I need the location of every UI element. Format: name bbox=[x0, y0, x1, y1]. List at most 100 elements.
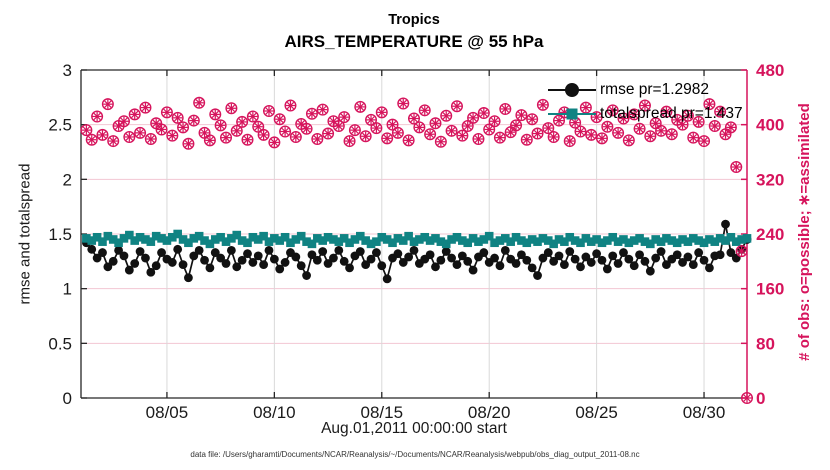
rmse-marker bbox=[608, 251, 618, 261]
rmse-marker bbox=[549, 256, 559, 266]
obs-assimilated-marker bbox=[603, 123, 612, 131]
obs-possible-marker bbox=[450, 100, 463, 113]
obs-assimilated-marker bbox=[410, 114, 418, 123]
totalspread-marker bbox=[232, 230, 242, 240]
rmse-marker bbox=[302, 271, 311, 280]
obs-assimilated-marker bbox=[179, 123, 187, 132]
obs-possible-marker bbox=[134, 126, 147, 139]
right-axis-label: # of obs: o=possible; ∗=assimilated bbox=[796, 103, 813, 361]
obs-assimilated-marker bbox=[286, 101, 295, 110]
rmse-marker bbox=[592, 249, 602, 259]
obs-possible-marker bbox=[225, 102, 238, 115]
rmse-marker bbox=[425, 250, 435, 260]
totalspread-marker bbox=[157, 234, 166, 243]
obs-possible-marker bbox=[434, 135, 447, 148]
totalspread-marker bbox=[495, 236, 505, 245]
obs-assimilated-marker bbox=[249, 112, 257, 121]
obs-possible-marker bbox=[279, 125, 292, 138]
rmse-marker bbox=[334, 246, 344, 255]
obs-assimilated-marker bbox=[668, 130, 676, 138]
x-tick-label: 08/20 bbox=[468, 403, 511, 422]
rmse-marker bbox=[678, 258, 687, 267]
totalspread-marker bbox=[538, 234, 548, 243]
obs-assimilated-marker bbox=[576, 127, 585, 136]
totalspread-marker bbox=[372, 237, 381, 246]
rmse-marker bbox=[586, 258, 596, 267]
obs-assimilated-marker bbox=[313, 135, 321, 143]
obs-assimilated-marker bbox=[243, 136, 252, 144]
rmse-marker bbox=[366, 254, 376, 264]
chart-title: Tropics bbox=[388, 12, 440, 28]
obs-assimilated-marker bbox=[415, 123, 424, 132]
totalspread-marker bbox=[420, 232, 430, 242]
obs-possible-marker bbox=[590, 111, 603, 124]
totalspread-marker bbox=[715, 234, 725, 243]
totalspread-marker bbox=[404, 231, 413, 241]
obs-assimilated-marker bbox=[206, 136, 214, 145]
y-tick-label-right: 0 bbox=[756, 389, 765, 408]
y-tick-label-right: 320 bbox=[756, 170, 784, 189]
rmse-marker bbox=[173, 244, 183, 254]
obs-possible-marker bbox=[418, 104, 431, 117]
obs-assimilated-marker bbox=[174, 114, 182, 122]
rmse-marker bbox=[441, 247, 451, 256]
y-tick-label-left: 0 bbox=[63, 389, 72, 408]
totalspread-marker bbox=[570, 236, 580, 245]
rmse-marker bbox=[398, 258, 408, 267]
obs-possible-marker bbox=[510, 119, 523, 132]
totalspread-marker bbox=[667, 236, 677, 245]
totalspread-marker bbox=[125, 230, 134, 240]
obs-assimilated-marker bbox=[216, 121, 225, 130]
totalspread-marker bbox=[151, 231, 161, 241]
totalspread-marker bbox=[425, 236, 435, 245]
data-file-caption: data file: /Users/gharamti/Documents/NCA… bbox=[190, 450, 640, 459]
rmse-marker bbox=[538, 253, 548, 263]
rmse-marker bbox=[683, 252, 693, 262]
obs-possible-marker bbox=[515, 109, 528, 122]
rmse-marker bbox=[210, 248, 220, 257]
obs-possible-marker bbox=[107, 135, 120, 148]
totalspread-marker bbox=[613, 237, 623, 246]
obs-assimilated-marker bbox=[184, 140, 193, 148]
x-tick-label: 08/05 bbox=[146, 403, 189, 422]
obs-assimilated-marker bbox=[302, 125, 311, 133]
obs-possible-marker bbox=[359, 130, 372, 143]
obs-possible-marker bbox=[617, 112, 630, 125]
rmse-marker bbox=[651, 253, 661, 263]
obs-possible-marker bbox=[536, 98, 549, 111]
rmse-marker bbox=[597, 255, 607, 265]
totalspread-marker bbox=[108, 235, 118, 244]
obs-assimilated-marker bbox=[673, 116, 681, 124]
obs-assimilated-marker bbox=[662, 108, 671, 116]
obs-assimilated-marker bbox=[474, 135, 483, 143]
obs-assimilated-marker bbox=[485, 125, 493, 134]
obs-possible-marker bbox=[698, 135, 711, 148]
rmse-marker bbox=[259, 260, 269, 270]
rmse-marker bbox=[721, 219, 730, 229]
rmse-marker bbox=[517, 250, 526, 260]
obs-possible-marker bbox=[585, 128, 598, 141]
rmse-marker bbox=[280, 258, 290, 267]
obs-assimilated-marker bbox=[630, 110, 638, 119]
totalspread-marker bbox=[597, 238, 607, 248]
rmse-marker bbox=[726, 248, 736, 257]
totalspread-marker bbox=[146, 237, 156, 246]
rmse-marker bbox=[92, 253, 102, 263]
obs-possible-marker bbox=[708, 120, 721, 133]
obs-assimilated-marker bbox=[582, 103, 590, 112]
totalspread-marker bbox=[506, 237, 515, 246]
obs-possible-marker bbox=[542, 122, 555, 135]
y-tick-label-left: 1.5 bbox=[48, 225, 72, 244]
obs-possible-marker bbox=[429, 117, 442, 130]
obs-possible-marker bbox=[531, 127, 544, 140]
y-tick-label-right: 160 bbox=[756, 280, 784, 299]
totalspread-marker bbox=[721, 236, 730, 245]
obs-assimilated-marker bbox=[163, 108, 171, 117]
totalspread-marker bbox=[286, 238, 295, 248]
rmse-marker bbox=[146, 267, 156, 277]
legend-rmse-label: rmse pr=1.2982 bbox=[600, 80, 709, 98]
totalspread-marker bbox=[377, 232, 387, 242]
rmse-marker bbox=[640, 256, 650, 266]
obs-assimilated-marker bbox=[539, 101, 547, 109]
totalspread-marker bbox=[355, 231, 365, 241]
